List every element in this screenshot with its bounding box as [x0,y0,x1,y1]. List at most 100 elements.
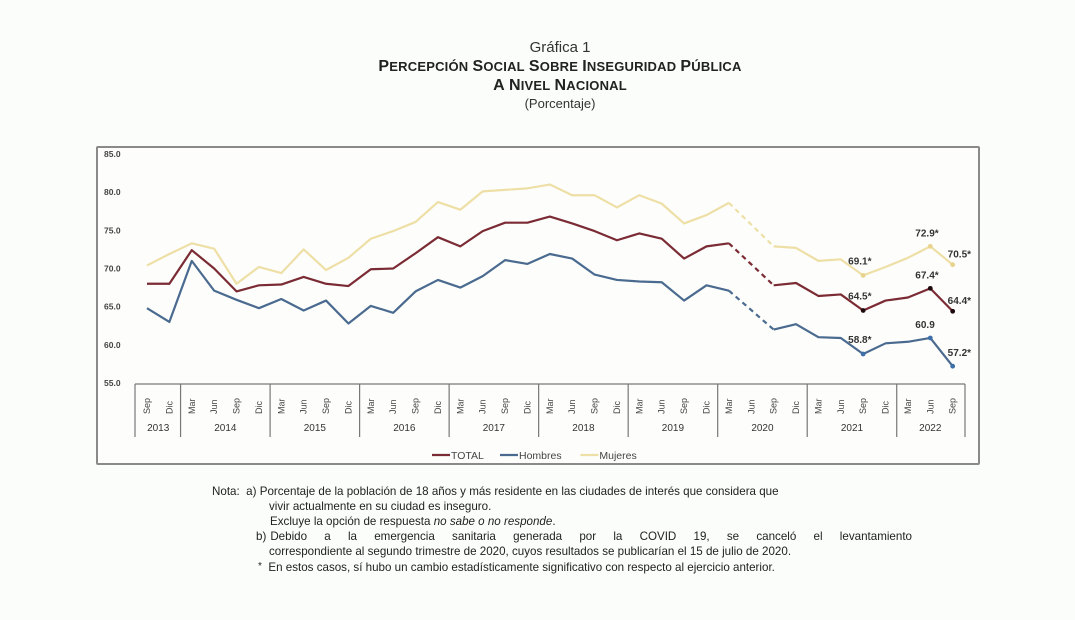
data-point-marker [927,243,933,249]
note-a-emphasis: no sabe o no responde [433,515,553,528]
x-tick-label: Mar [724,398,734,414]
y-tick-label: 60.0 [104,340,121,350]
chart-title-line1: PERCEPCIÓN SOCIAL SOBRE INSEGURIDAD PÚBL… [0,57,1075,76]
x-tick-label: Jun [388,399,398,414]
x-tick-label: Sep [679,398,689,414]
y-tick-label: 80.0 [104,187,121,197]
note-a-text1: Porcentaje de la población de 18 años y … [259,485,779,498]
y-tick-label: 75.0 [104,225,121,235]
data-label: 64.4* [948,296,971,307]
note-prefix: Nota: [212,485,240,498]
legend: TOTAL Hombres Mujeres [432,450,637,462]
x-tick-label: Dic [433,401,443,414]
series-line-total [147,215,730,293]
chart-notes: Nota: a) Porcentaje de la población de 1… [212,484,912,575]
x-tick-label: Dic [343,401,353,414]
data-point-marker [860,272,866,278]
y-tick-label: 70.0 [104,264,121,274]
x-tick-label: Mar [366,398,376,414]
x-tick-label: Jun [299,399,309,414]
x-tick-label: Sep [500,398,510,414]
y-tick-label: 55.0 [104,378,121,388]
data-label: 57.2* [948,348,971,359]
legend-label: TOTAL [451,450,484,462]
chart-header: Gráfica 1 PERCEPCIÓN SOCIAL SOBRE INSEGU… [0,38,1075,112]
x-tick-label: Mar [276,398,286,414]
figure-number: Gráfica 1 [529,39,591,56]
chart-title-text: PERCEPCIÓN SOCIAL SOBRE INSEGURIDAD PÚBL… [378,58,742,75]
chart-title-line2: A NIVEL NACIONAL [0,76,1075,95]
legend-label: Hombres [519,450,562,462]
x-tick-label: Mar [903,398,913,414]
x-year-label: 2020 [751,423,774,434]
x-tick-label: Dic [612,401,622,414]
x-year-label: 2021 [841,423,864,434]
note-star-label: * [258,561,262,572]
x-tick-label: Sep [321,398,331,414]
x-tick-label: Dic [791,401,801,414]
y-tick-label: 85.0 [104,149,121,159]
x-tick-label: Mar [455,398,465,414]
x-tick-label: Jun [746,399,756,414]
x-year-label: 2022 [919,423,942,434]
note-a-line1: Nota: a) Porcentaje de la población de 1… [212,484,912,499]
data-label: 69.1* [848,256,871,267]
data-label: 64.5* [848,291,871,302]
x-year-label: 2019 [662,423,685,434]
x-tick-label: Dic [522,401,532,414]
note-b-line2: correspondiente al segundo trimestre de … [269,545,792,558]
x-tick-label: Mar [813,398,823,414]
x-tick-label: Mar [545,398,555,414]
data-point-marker [927,335,933,341]
chart-frame [96,146,980,465]
x-year-label: 2016 [393,423,416,434]
data-labels: 69.1* 72.9* 70.5* 64.5* 67.4* 64.4* 58.8* 60.9 5… [848,228,971,369]
series-gap-dashed [728,289,775,331]
note-b-label: b) [256,530,267,543]
note-b-text1: Debido a la emergencia sanitaria generad… [270,530,912,543]
x-tick-label: Sep [858,398,868,414]
x-year-label: 2018 [572,423,595,434]
data-label: 60.9 [915,320,935,331]
series-lines [146,183,954,367]
note-star-line: * En estos casos, sí hubo un cambio esta… [212,559,912,575]
x-tick-label: Dic [164,401,174,414]
y-axis: 85.0 80.0 75.0 70.0 65.0 60.0 55.0 [104,149,121,388]
x-tick-label: Jun [567,399,577,414]
x-tick-label: Sep [411,398,421,414]
data-label: 67.4* [915,270,938,281]
x-year-label: 2017 [483,423,506,434]
x-tick-label: Sep [142,398,152,414]
note-a-text3: Excluye la opción de respuesta [270,515,434,528]
note-a-line3: Excluye la opción de respuesta no sabe o… [212,514,912,529]
note-a-line2: vivir actualmente en su ciudad es insegu… [269,500,492,513]
series-gap-dashed [728,242,775,287]
legend-label: Mujeres [599,450,636,462]
data-point-marker [950,308,956,314]
x-tick-label: Sep [769,398,779,414]
x-tick-label: Mar [634,398,644,414]
data-label: 58.8* [848,335,871,346]
x-tick-label: Mar [187,398,197,414]
series-line-hombres [146,252,730,325]
data-label: 72.9* [915,228,938,239]
x-axis-table: Sep Dic Mar Jun Sep Dic Mar Jun Sep Dic Mar Jun Sep D… [134,383,966,437]
chart-title-text-2: A NIVEL NACIONAL [493,77,627,94]
note-star-text: En estos casos, sí hubo un cambio estadí… [268,561,775,574]
data-point-marker [927,285,933,291]
note-b-line1: b) Debido a la emergencia sanitaria gene… [212,529,912,544]
series-gap-dashed [728,202,775,248]
x-tick-label: Jun [209,399,219,414]
x-year-label: 2015 [304,423,327,434]
data-point-marker [950,262,956,268]
data-label: 70.5* [948,250,971,261]
x-tick-label: Jun [657,399,667,414]
x-tick-label: Dic [254,401,264,414]
data-point-marker [950,363,956,369]
x-tick-label: Sep [590,398,600,414]
data-point-marker [860,308,866,313]
x-tick-label: Dic [881,401,891,414]
data-point-marker [860,351,866,357]
series-line-mujeres [146,183,730,285]
